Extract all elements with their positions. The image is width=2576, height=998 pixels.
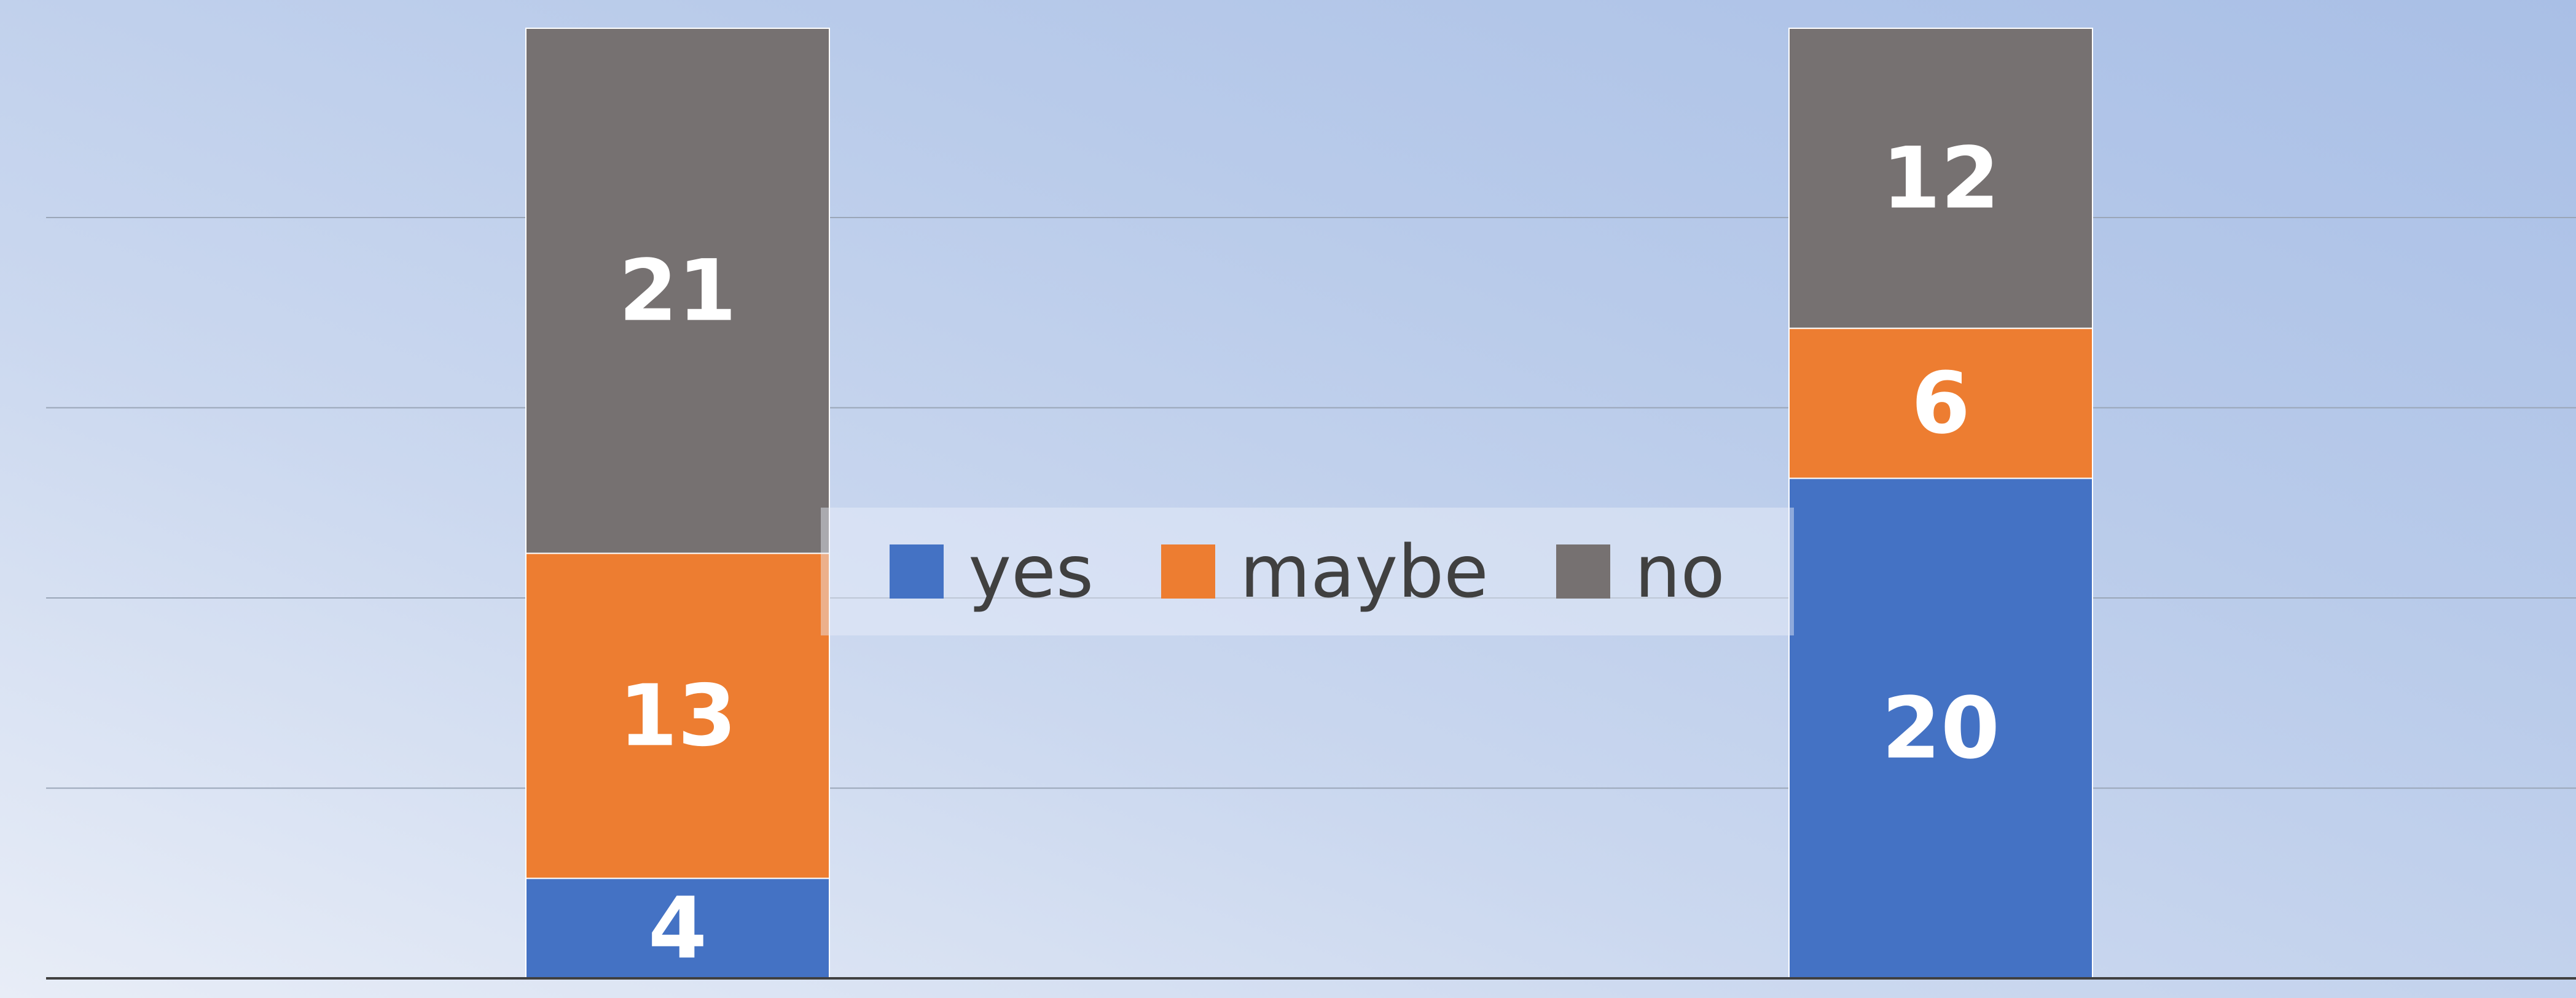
data-label-maybe-2: 6 xyxy=(1911,354,1970,453)
data-labels: 4 13 21 20 6 12 xyxy=(619,129,2000,978)
legend-label-yes: yes xyxy=(968,529,1094,614)
data-label-no-1: 21 xyxy=(619,242,737,340)
data-label-maybe-1: 13 xyxy=(619,666,737,765)
bar-no-2 xyxy=(1788,28,2093,329)
legend-item-maybe: maybe xyxy=(1161,535,1489,608)
bar-no-1 xyxy=(525,28,830,554)
bar-maybe-1 xyxy=(525,552,830,879)
bars xyxy=(525,28,2093,980)
legend-label-maybe: maybe xyxy=(1240,529,1489,614)
legend-swatch-yes xyxy=(890,544,944,599)
bar-maybe-2 xyxy=(1788,328,2093,479)
data-label-yes-1: 4 xyxy=(648,879,707,978)
legend-label-no: no xyxy=(1634,529,1725,614)
legend-swatch-maybe xyxy=(1161,544,1216,599)
legend-swatch-no xyxy=(1556,544,1610,599)
gridlines xyxy=(46,217,2576,789)
legend-item-no: no xyxy=(1556,535,1725,608)
data-label-yes-2: 20 xyxy=(1882,679,2000,778)
legend: yes maybe no xyxy=(821,508,1794,635)
data-label-no-2: 12 xyxy=(1882,129,2000,228)
bar-yes-1 xyxy=(525,878,830,980)
bar-yes-2 xyxy=(1788,477,2093,979)
legend-item-yes: yes xyxy=(890,535,1094,608)
